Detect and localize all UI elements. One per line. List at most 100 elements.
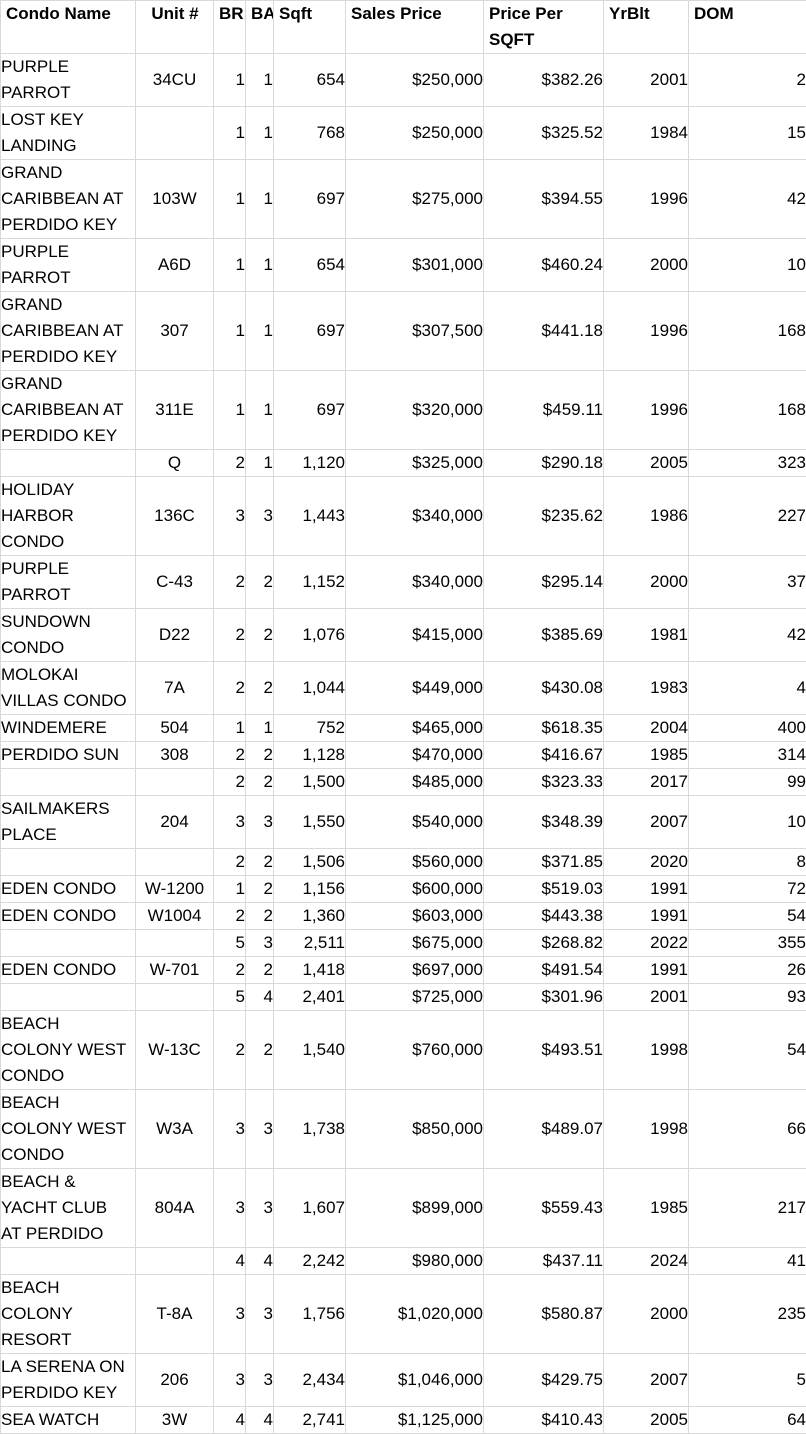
- cell-sqft[interactable]: 2,511: [274, 930, 346, 957]
- cell-name[interactable]: SEA WATCH: [1, 1407, 136, 1434]
- column-header-name[interactable]: Condo Name: [1, 1, 136, 54]
- cell-unit[interactable]: W1004: [136, 903, 214, 930]
- cell-unit[interactable]: W-13C: [136, 1011, 214, 1090]
- cell-br[interactable]: 1: [214, 876, 246, 903]
- cell-name[interactable]: [1, 1248, 136, 1275]
- cell-price_per_sqft[interactable]: $443.38: [484, 903, 604, 930]
- cell-ba[interactable]: 3: [246, 930, 274, 957]
- cell-name[interactable]: SUNDOWN CONDO: [1, 609, 136, 662]
- cell-name[interactable]: BEACH COLONY WEST CONDO: [1, 1011, 136, 1090]
- cell-sales_price[interactable]: $250,000: [346, 54, 484, 107]
- cell-yrblt[interactable]: 2017: [604, 769, 689, 796]
- cell-sales_price[interactable]: $325,000: [346, 450, 484, 477]
- cell-br[interactable]: 4: [214, 1248, 246, 1275]
- cell-ba[interactable]: 3: [246, 1090, 274, 1169]
- cell-sqft[interactable]: 1,418: [274, 957, 346, 984]
- cell-yrblt[interactable]: 1998: [604, 1090, 689, 1169]
- cell-sales_price[interactable]: $1,125,000: [346, 1407, 484, 1434]
- cell-unit[interactable]: D22: [136, 609, 214, 662]
- cell-yrblt[interactable]: 1991: [604, 957, 689, 984]
- cell-name[interactable]: [1, 849, 136, 876]
- cell-name[interactable]: PURPLE PARROT: [1, 239, 136, 292]
- column-header-yrblt[interactable]: YrBlt: [604, 1, 689, 54]
- cell-sqft[interactable]: 768: [274, 107, 346, 160]
- cell-unit[interactable]: 7A: [136, 662, 214, 715]
- cell-price_per_sqft[interactable]: $385.69: [484, 609, 604, 662]
- cell-sqft[interactable]: 2,741: [274, 1407, 346, 1434]
- cell-ba[interactable]: 1: [246, 371, 274, 450]
- column-header-price_per_sqft[interactable]: Price Per SQFT: [484, 1, 604, 54]
- cell-price_per_sqft[interactable]: $559.43: [484, 1169, 604, 1248]
- cell-dom[interactable]: 168: [689, 371, 806, 450]
- cell-price_per_sqft[interactable]: $394.55: [484, 160, 604, 239]
- cell-name[interactable]: GRAND CARIBBEAN AT PERDIDO KEY: [1, 292, 136, 371]
- cell-dom[interactable]: 99: [689, 769, 806, 796]
- cell-price_per_sqft[interactable]: $519.03: [484, 876, 604, 903]
- cell-sales_price[interactable]: $603,000: [346, 903, 484, 930]
- cell-dom[interactable]: 66: [689, 1090, 806, 1169]
- cell-yrblt[interactable]: 2001: [604, 984, 689, 1011]
- cell-ba[interactable]: 2: [246, 903, 274, 930]
- cell-name[interactable]: [1, 984, 136, 1011]
- cell-dom[interactable]: 217: [689, 1169, 806, 1248]
- cell-name[interactable]: EDEN CONDO: [1, 903, 136, 930]
- cell-ba[interactable]: 3: [246, 1354, 274, 1407]
- cell-unit[interactable]: T-8A: [136, 1275, 214, 1354]
- cell-ba[interactable]: 1: [246, 239, 274, 292]
- cell-sqft[interactable]: 1,550: [274, 796, 346, 849]
- cell-unit[interactable]: 3W: [136, 1407, 214, 1434]
- cell-sqft[interactable]: 697: [274, 160, 346, 239]
- cell-ba[interactable]: 2: [246, 876, 274, 903]
- cell-price_per_sqft[interactable]: $382.26: [484, 54, 604, 107]
- cell-sales_price[interactable]: $449,000: [346, 662, 484, 715]
- cell-yrblt[interactable]: 2020: [604, 849, 689, 876]
- cell-br[interactable]: 4: [214, 1407, 246, 1434]
- cell-br[interactable]: 1: [214, 239, 246, 292]
- cell-unit[interactable]: [136, 107, 214, 160]
- cell-sqft[interactable]: 1,506: [274, 849, 346, 876]
- cell-yrblt[interactable]: 1984: [604, 107, 689, 160]
- cell-br[interactable]: 1: [214, 715, 246, 742]
- cell-ba[interactable]: 1: [246, 160, 274, 239]
- cell-sqft[interactable]: 1,756: [274, 1275, 346, 1354]
- column-header-unit[interactable]: Unit #: [136, 1, 214, 54]
- cell-yrblt[interactable]: 1983: [604, 662, 689, 715]
- cell-yrblt[interactable]: 2004: [604, 715, 689, 742]
- column-header-dom[interactable]: DOM: [689, 1, 806, 54]
- cell-br[interactable]: 3: [214, 1354, 246, 1407]
- cell-dom[interactable]: 54: [689, 1011, 806, 1090]
- cell-sqft[interactable]: 697: [274, 292, 346, 371]
- cell-dom[interactable]: 2: [689, 54, 806, 107]
- cell-sqft[interactable]: 1,738: [274, 1090, 346, 1169]
- cell-sales_price[interactable]: $675,000: [346, 930, 484, 957]
- cell-price_per_sqft[interactable]: $268.82: [484, 930, 604, 957]
- cell-ba[interactable]: 2: [246, 662, 274, 715]
- cell-sales_price[interactable]: $465,000: [346, 715, 484, 742]
- cell-yrblt[interactable]: 1981: [604, 609, 689, 662]
- cell-sqft[interactable]: 1,076: [274, 609, 346, 662]
- cell-yrblt[interactable]: 1986: [604, 477, 689, 556]
- cell-unit[interactable]: [136, 1248, 214, 1275]
- cell-sqft[interactable]: 1,152: [274, 556, 346, 609]
- cell-ba[interactable]: 2: [246, 742, 274, 769]
- cell-ba[interactable]: 4: [246, 1407, 274, 1434]
- column-header-sales_price[interactable]: Sales Price: [346, 1, 484, 54]
- cell-br[interactable]: 3: [214, 477, 246, 556]
- cell-name[interactable]: [1, 930, 136, 957]
- cell-yrblt[interactable]: 2024: [604, 1248, 689, 1275]
- cell-dom[interactable]: 15: [689, 107, 806, 160]
- cell-sqft[interactable]: 1,443: [274, 477, 346, 556]
- cell-sales_price[interactable]: $301,000: [346, 239, 484, 292]
- cell-unit[interactable]: W3A: [136, 1090, 214, 1169]
- cell-br[interactable]: 2: [214, 609, 246, 662]
- cell-yrblt[interactable]: 2005: [604, 1407, 689, 1434]
- cell-sqft[interactable]: 654: [274, 239, 346, 292]
- cell-price_per_sqft[interactable]: $290.18: [484, 450, 604, 477]
- cell-ba[interactable]: 1: [246, 450, 274, 477]
- cell-br[interactable]: 1: [214, 292, 246, 371]
- cell-name[interactable]: GRAND CARIBBEAN AT PERDIDO KEY: [1, 371, 136, 450]
- cell-yrblt[interactable]: 1991: [604, 876, 689, 903]
- cell-sqft[interactable]: 2,242: [274, 1248, 346, 1275]
- cell-dom[interactable]: 26: [689, 957, 806, 984]
- cell-price_per_sqft[interactable]: $437.11: [484, 1248, 604, 1275]
